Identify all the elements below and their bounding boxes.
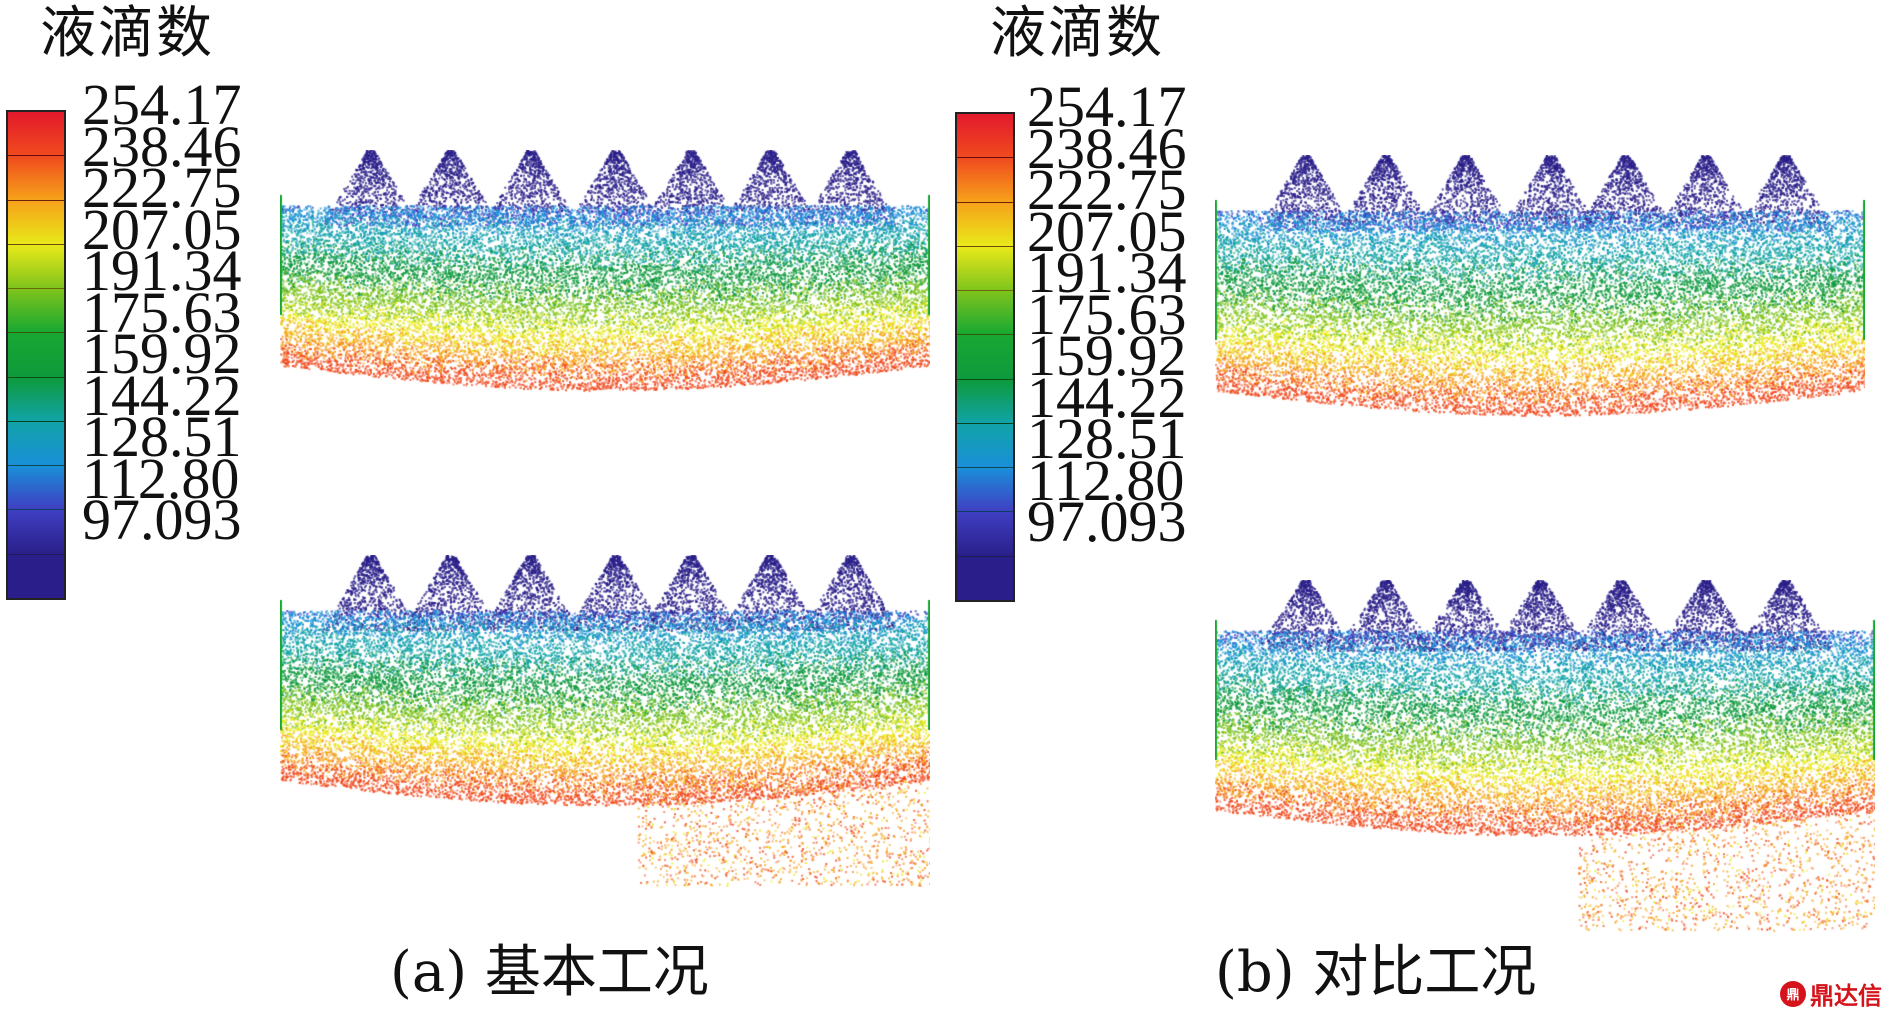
colorbar-band	[8, 421, 64, 467]
legend-title-right: 液滴数	[990, 1, 1164, 66]
colorbar-band	[8, 112, 64, 157]
tick-label: 254.17	[1027, 74, 1187, 139]
colorbar-band	[8, 289, 64, 334]
tick-label: 175.63	[1027, 281, 1187, 347]
colorbar-right	[955, 112, 1015, 602]
watermark-text: 鼎达信	[1810, 982, 1882, 1010]
tick-label: 175.63	[82, 279, 242, 345]
colorbar-band	[957, 246, 1013, 292]
colorbar-band	[957, 468, 1013, 513]
colorbar-left	[6, 110, 66, 600]
colorbar-band	[8, 554, 64, 598]
tick-label: 191.34	[82, 238, 242, 303]
caption-b: (b) 对比工况	[1215, 940, 1537, 1005]
colorbar-band	[8, 466, 64, 511]
spray-panel-a-top	[280, 150, 930, 400]
tick-label: 159.92	[1027, 323, 1187, 388]
legend-title-left: 液滴数	[40, 1, 214, 66]
colorbar-band	[957, 335, 1013, 380]
tick-label: 159.92	[82, 321, 242, 386]
colorbar-band	[957, 423, 1013, 469]
colorbar-band	[8, 244, 64, 290]
colorbar-band	[957, 158, 1013, 203]
colorbar-band	[957, 291, 1013, 336]
tick-label: 128.51	[1027, 406, 1187, 471]
colorbar-band	[957, 202, 1013, 247]
tick-label: 254.17	[82, 72, 242, 137]
tick-label: 238.46	[1027, 115, 1187, 181]
colorbar-band	[957, 114, 1013, 159]
tick-label: 144.22	[1027, 364, 1187, 430]
watermark-logo-icon: 鼎	[1780, 980, 1806, 1007]
tick-label: 207.05	[1027, 198, 1187, 264]
tick-label: 222.75	[82, 155, 242, 220]
spray-panel-b-bottom	[1215, 580, 1875, 950]
spray-panel-b-top	[1215, 155, 1865, 435]
tick-label: 112.80	[1027, 447, 1185, 513]
colorbar-band	[8, 333, 64, 378]
tick-label: 222.75	[1027, 157, 1187, 222]
spray-panel-a-bottom	[280, 555, 930, 915]
tick-label: 207.05	[82, 196, 242, 262]
tick-label: 97.093	[1027, 489, 1187, 554]
colorbar-band	[8, 510, 64, 555]
tick-label: 238.46	[82, 113, 242, 179]
colorbar-band	[8, 200, 64, 245]
caption-a: (a) 基本工况	[390, 940, 709, 1005]
colorbar-band	[957, 379, 1013, 424]
tick-label: 128.51	[82, 404, 242, 469]
colorbar-band	[957, 512, 1013, 557]
colorbar-band	[8, 377, 64, 422]
tick-label: 191.34	[1027, 240, 1187, 305]
tick-label: 97.093	[82, 487, 242, 552]
tick-label: 144.22	[82, 362, 242, 428]
tick-label: 112.80	[82, 445, 240, 511]
colorbar-band	[8, 156, 64, 201]
watermark: 鼎 鼎达信	[1780, 976, 1882, 1011]
colorbar-band	[957, 556, 1013, 600]
